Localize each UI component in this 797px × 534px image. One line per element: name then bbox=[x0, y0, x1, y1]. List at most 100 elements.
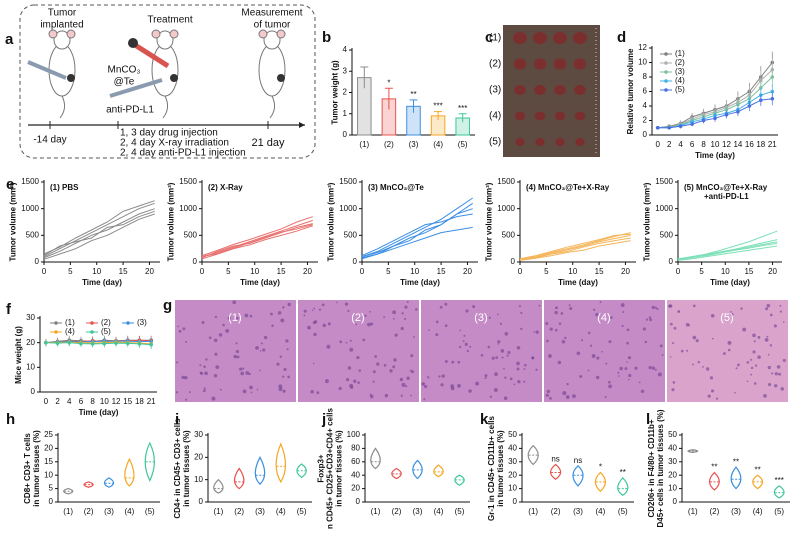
tissue-dot bbox=[669, 304, 673, 308]
tissue-dot bbox=[414, 308, 418, 311]
tissue-dot bbox=[572, 394, 576, 399]
tissue-dot bbox=[401, 382, 406, 387]
panel-letter: g bbox=[163, 297, 172, 314]
tissue-dot bbox=[730, 311, 732, 313]
y-tick-label: 0 bbox=[673, 497, 678, 506]
tissue-dot bbox=[311, 309, 314, 312]
schematic-label: anti-PD-L1 bbox=[106, 105, 154, 116]
tissue-dot bbox=[727, 348, 731, 352]
legend-label: (3) bbox=[137, 318, 147, 327]
y-tick-label: 10 bbox=[668, 484, 677, 493]
y-tick-label: 2 bbox=[343, 88, 348, 97]
legend-swatch bbox=[664, 70, 668, 74]
mouse-tail bbox=[162, 95, 169, 119]
tissue-dot bbox=[227, 316, 231, 320]
mouse-ear bbox=[276, 29, 286, 39]
histology-label: (4) bbox=[597, 312, 610, 324]
tissue-dot bbox=[557, 360, 562, 365]
tissue-dot bbox=[750, 358, 753, 361]
y-tick-label: 1500 bbox=[339, 177, 357, 186]
series-line bbox=[201, 219, 313, 258]
tissue-dot bbox=[617, 371, 620, 374]
histology-image bbox=[544, 300, 665, 402]
photo-label: (1) bbox=[489, 33, 501, 44]
tumor-sample bbox=[535, 138, 545, 146]
point bbox=[149, 342, 153, 347]
mouse-ear bbox=[258, 29, 268, 39]
y-tick-label: 500 bbox=[184, 230, 198, 239]
tissue-dot bbox=[523, 380, 526, 383]
x-tick-label: 0 bbox=[676, 267, 681, 276]
mouse-tail bbox=[59, 95, 66, 119]
tissue-dot bbox=[219, 388, 222, 391]
tumor-sample bbox=[515, 138, 525, 146]
y-axis-label: in tumor tissues (%) bbox=[496, 430, 505, 507]
tissue-dot bbox=[753, 382, 757, 385]
tissue-dot bbox=[500, 349, 505, 353]
tissue-dot bbox=[593, 308, 596, 311]
tissue-dot bbox=[769, 344, 773, 347]
violin bbox=[275, 442, 287, 484]
tissue-dot bbox=[345, 341, 348, 344]
series-line bbox=[519, 232, 631, 260]
tissue-dot bbox=[427, 376, 430, 379]
y-tick-label: 15 bbox=[44, 457, 53, 466]
series-line bbox=[43, 202, 155, 258]
tissue-dot bbox=[238, 367, 243, 371]
x-tick-label: 16 bbox=[745, 140, 754, 149]
x-tick-label: (5) bbox=[618, 507, 628, 516]
tissue-dot bbox=[258, 369, 261, 372]
tissue-dot bbox=[242, 367, 245, 370]
point bbox=[747, 104, 752, 108]
tissue-dot bbox=[548, 354, 552, 358]
point bbox=[736, 110, 740, 114]
x-tick-label: 15 bbox=[123, 397, 132, 406]
tissue-dot bbox=[779, 310, 782, 313]
point bbox=[759, 98, 763, 102]
significance: ns bbox=[551, 455, 559, 464]
tissue-dot bbox=[686, 349, 689, 352]
tissue-dot bbox=[279, 355, 282, 358]
tissue-dot bbox=[406, 376, 410, 380]
schematic-label: -14 day bbox=[33, 135, 66, 146]
tissue-dot bbox=[444, 302, 448, 306]
x-tick-label: 20 bbox=[145, 267, 154, 276]
tissue-dot bbox=[475, 381, 480, 386]
x-tick-label: (5) bbox=[297, 507, 307, 516]
y-tick-label: 0 bbox=[199, 497, 204, 506]
panel-letter: d bbox=[617, 29, 626, 46]
tissue-dot bbox=[282, 306, 285, 309]
tissue-dot bbox=[776, 365, 781, 369]
tissue-dot bbox=[501, 356, 504, 359]
tissue-dot bbox=[484, 377, 487, 380]
tissue-dot bbox=[403, 317, 407, 321]
tissue-dot bbox=[538, 304, 541, 307]
tissue-dot bbox=[175, 391, 179, 394]
tissue-dot bbox=[256, 388, 259, 391]
y-tick-label: 40 bbox=[668, 444, 677, 453]
y-tick-label: 0 bbox=[49, 497, 54, 506]
tissue-dot bbox=[566, 382, 569, 386]
tissue-dot bbox=[763, 394, 767, 398]
tissue-dot bbox=[480, 353, 484, 357]
histology-label: (1) bbox=[228, 312, 241, 324]
tissue-dot bbox=[245, 371, 250, 375]
y-tick-label: 10 bbox=[508, 484, 517, 493]
tissue-dot bbox=[372, 380, 375, 383]
y-tick-label: 10 bbox=[638, 58, 647, 67]
tissue-dot bbox=[535, 368, 538, 371]
tissue-dot bbox=[535, 330, 539, 334]
legend-label: (4) bbox=[65, 327, 75, 336]
x-tick-label: 8 bbox=[701, 140, 706, 149]
panel-letter: c bbox=[485, 29, 493, 46]
tissue-dot bbox=[287, 302, 291, 307]
tissue-dot bbox=[753, 340, 756, 343]
x-tick-label: (5) bbox=[145, 507, 155, 516]
x-tick-label: 6 bbox=[79, 397, 84, 406]
tissue-dot bbox=[545, 321, 549, 326]
tissue-dot bbox=[303, 309, 307, 313]
tissue-dot bbox=[640, 389, 645, 394]
x-tick-label: 21 bbox=[147, 397, 156, 406]
point bbox=[770, 75, 775, 79]
x-tick-label: 5 bbox=[226, 267, 231, 276]
